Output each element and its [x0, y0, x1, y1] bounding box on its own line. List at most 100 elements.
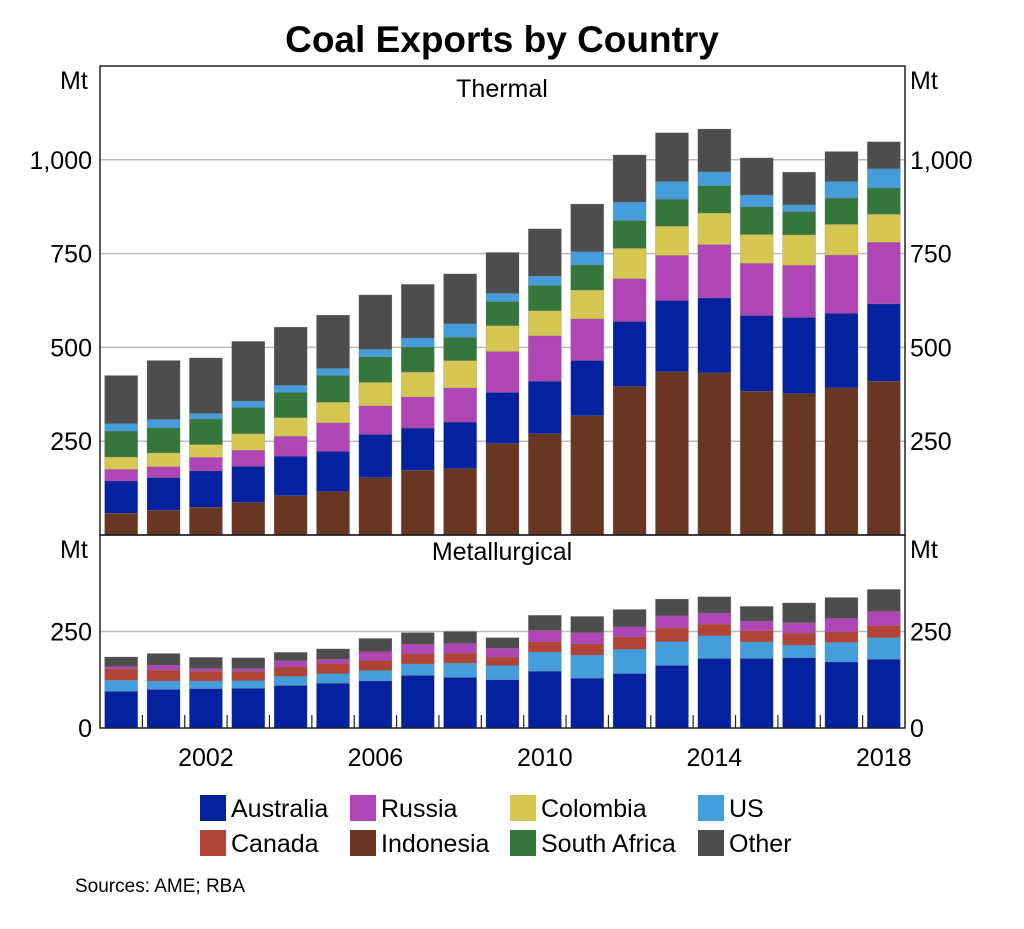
y-tick-label-right: 0 — [910, 715, 924, 743]
legend-swatch-australia — [200, 795, 226, 821]
bar-metallurgical-australia-2002 — [189, 688, 223, 729]
bar-metallurgical-canada-2002 — [189, 670, 223, 682]
bar-thermal-south-africa-2013 — [655, 198, 689, 227]
x-tick-label: 2002 — [178, 744, 234, 772]
bar-metallurgical-russia-2003 — [231, 668, 266, 672]
bar-metallurgical-us-2005 — [316, 673, 350, 684]
chart-title: Coal Exports by Country — [285, 19, 719, 60]
y-tick-label-right: 750 — [910, 241, 952, 269]
bar-metallurgical-canada-2013 — [655, 627, 689, 642]
bar-thermal-us-2015 — [739, 194, 774, 208]
bar-metallurgical-australia-2015 — [739, 658, 774, 729]
bar-metallurgical-canada-2007 — [400, 653, 435, 665]
bar-metallurgical-other-2000 — [104, 656, 139, 667]
legend-label-us: US — [729, 795, 764, 823]
bar-thermal-us-2017 — [824, 181, 859, 199]
bar-thermal-south-africa-2016 — [782, 211, 816, 236]
bar-thermal-colombia-2010 — [528, 310, 562, 337]
bar-thermal-russia-2004 — [273, 436, 308, 457]
bar-metallurgical-other-2008 — [443, 631, 477, 644]
bar-metallurgical-canada-2000 — [104, 668, 139, 681]
bar-thermal-colombia-2013 — [655, 225, 689, 256]
legend-swatch-colombia — [510, 795, 536, 821]
bar-metallurgical-other-2001 — [146, 653, 181, 666]
bar-metallurgical-us-2003 — [231, 680, 266, 689]
bar-thermal-indonesia-2017 — [824, 387, 859, 536]
bar-thermal-russia-2015 — [739, 263, 774, 316]
bar-metallurgical-australia-2005 — [316, 682, 350, 729]
bar-thermal-indonesia-2006 — [358, 477, 393, 536]
legend-swatch-south-africa — [510, 830, 536, 856]
bar-thermal-south-africa-2008 — [443, 336, 477, 361]
bar-thermal-south-africa-2002 — [189, 418, 223, 445]
bar-thermal-australia-2008 — [443, 421, 477, 469]
bar-metallurgical-us-2014 — [697, 635, 732, 659]
y-tick-label-left: 250 — [50, 619, 92, 647]
bar-metallurgical-canada-2009 — [485, 656, 520, 666]
bar-thermal-colombia-2002 — [189, 444, 223, 458]
bar-metallurgical-canada-2006 — [358, 660, 393, 671]
bar-thermal-other-2013 — [655, 132, 689, 182]
y-tick-label-right: 500 — [910, 334, 952, 362]
bar-metallurgical-australia-2004 — [273, 685, 308, 729]
bar-thermal-other-2007 — [400, 284, 435, 339]
bar-thermal-other-2005 — [316, 314, 350, 369]
bar-metallurgical-russia-2005 — [316, 658, 350, 664]
legend-swatch-other — [698, 830, 724, 856]
bar-metallurgical-australia-2007 — [400, 675, 435, 729]
bar-thermal-australia-2016 — [782, 317, 816, 394]
bar-thermal-other-2014 — [697, 128, 732, 173]
bar-thermal-australia-2007 — [400, 427, 435, 471]
bar-thermal-australia-2017 — [824, 312, 859, 389]
bar-thermal-colombia-2000 — [104, 456, 139, 470]
bar-thermal-indonesia-2016 — [782, 393, 816, 536]
metallurgical-ylabel-right: Mt — [910, 536, 938, 564]
bar-thermal-indonesia-2012 — [612, 386, 647, 536]
bar-thermal-russia-2007 — [400, 396, 435, 429]
bar-thermal-australia-2012 — [612, 321, 647, 387]
y-tick-label-right: 250 — [910, 619, 952, 647]
bar-metallurgical-australia-2011 — [570, 677, 605, 729]
bar-thermal-australia-2011 — [570, 360, 605, 416]
bar-metallurgical-other-2013 — [655, 598, 689, 616]
bar-metallurgical-russia-2000 — [104, 666, 139, 670]
bar-thermal-us-2013 — [655, 181, 689, 200]
thermal-panel-title: Thermal — [456, 75, 548, 103]
bar-thermal-other-2008 — [443, 273, 477, 325]
bar-thermal-colombia-2006 — [358, 381, 393, 407]
thermal-ylabel-left: Mt — [60, 67, 88, 95]
bar-thermal-indonesia-2001 — [146, 509, 181, 536]
bar-metallurgical-australia-2008 — [443, 677, 477, 729]
legend-label-canada: Canada — [231, 830, 319, 858]
bar-thermal-australia-2010 — [528, 380, 562, 434]
bar-thermal-colombia-2017 — [824, 224, 859, 256]
bar-thermal-australia-2001 — [146, 477, 181, 511]
bar-thermal-other-2010 — [528, 228, 562, 277]
bar-metallurgical-us-2012 — [612, 648, 647, 674]
y-tick-label-right: 1,000 — [910, 147, 973, 175]
legend-label-colombia: Colombia — [541, 795, 647, 823]
x-tick-labels: 2002 2006 2010 2014 2018 — [141, 715, 912, 772]
metallurgical-ylabel-left: Mt — [60, 536, 88, 564]
bar-metallurgical-russia-2006 — [358, 651, 393, 661]
x-tick-label: 2018 — [856, 744, 912, 772]
bar-metallurgical-other-2007 — [400, 632, 435, 645]
bar-thermal-south-africa-2000 — [104, 430, 139, 458]
bar-thermal-us-2016 — [782, 204, 816, 212]
bar-metallurgical-us-2006 — [358, 670, 393, 682]
bar-thermal-south-africa-2011 — [570, 264, 605, 291]
bar-thermal-south-africa-2001 — [146, 427, 181, 454]
y-tick-label-left: 750 — [50, 241, 92, 269]
bar-thermal-south-africa-2009 — [485, 301, 520, 326]
bar-thermal-australia-2006 — [358, 434, 393, 478]
bar-metallurgical-us-2008 — [443, 662, 477, 678]
bar-thermal-us-2009 — [485, 293, 520, 302]
bar-metallurgical-canada-2008 — [443, 652, 477, 664]
bar-thermal-south-africa-2005 — [316, 375, 350, 403]
bar-metallurgical-other-2018 — [866, 589, 901, 612]
bar-metallurgical-russia-2013 — [655, 615, 689, 629]
bars — [104, 128, 901, 729]
bar-metallurgical-russia-2009 — [485, 647, 520, 658]
bar-thermal-colombia-2011 — [570, 289, 605, 320]
